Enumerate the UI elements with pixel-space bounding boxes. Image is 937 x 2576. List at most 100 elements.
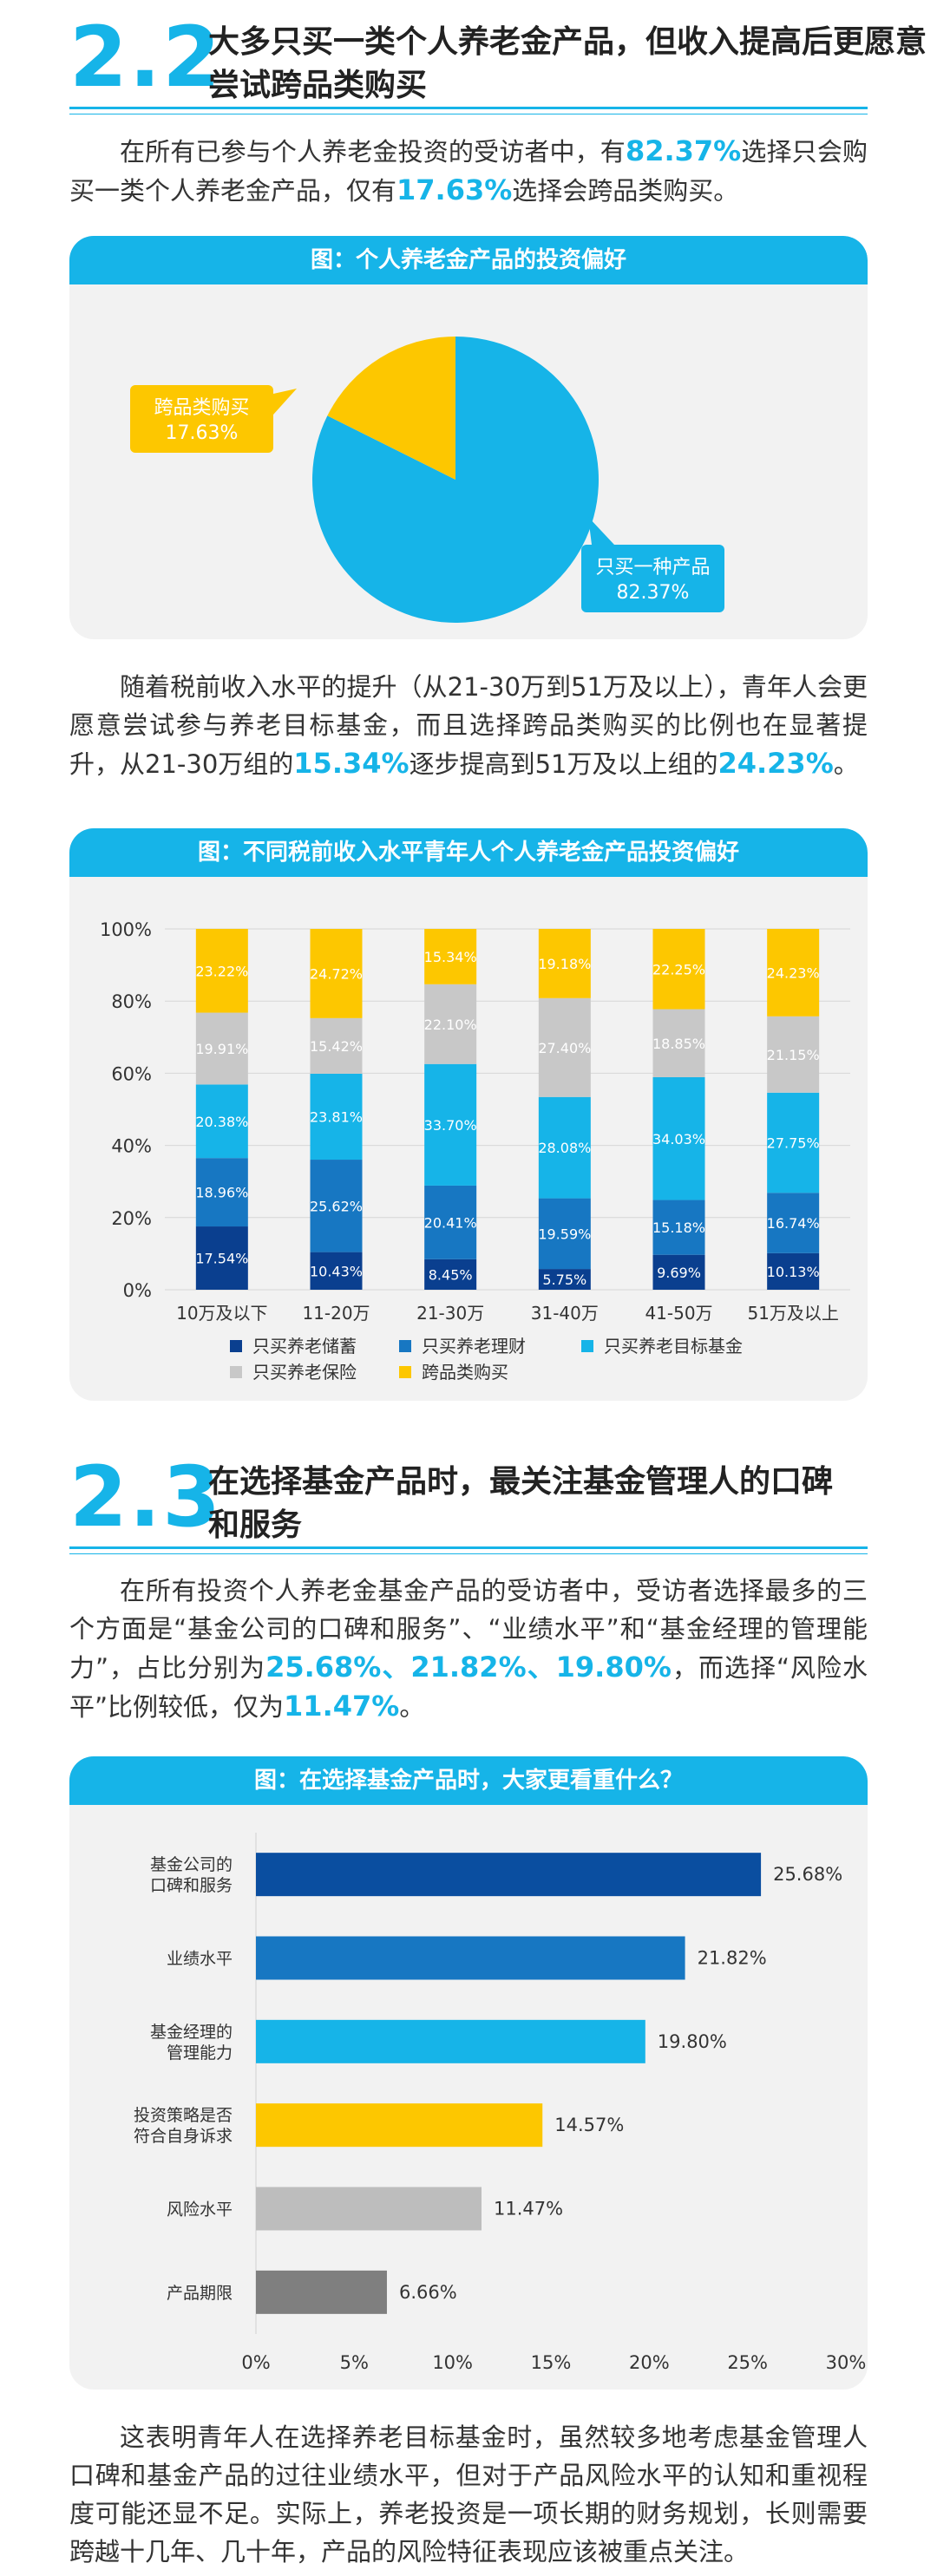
text-run: 随着税前收入水平的提升（从21-30万到51万及以上），青年人会更愿意尝试参与养… [69, 672, 868, 779]
data-label: 23.81% [310, 1109, 363, 1126]
legend-swatch [230, 1366, 242, 1378]
data-label: 20.38% [195, 1114, 248, 1130]
slice-value-label: 82.37% [617, 582, 690, 604]
slice-label: 只买一种产品 [595, 557, 710, 579]
data-label: 5.75% [542, 1272, 586, 1288]
highlight-value: 17.63% [396, 173, 513, 206]
chart-title: 图：个人养老金产品的投资偏好 [69, 236, 868, 284]
category-label: 产品期限 [167, 2284, 233, 2303]
highlight-value: 25.68%、21.82%、19.80% [265, 1651, 672, 1684]
text-run: 这表明青年人在选择养老目标基金时，虽然较多地考虑基金管理人口碑和基金产品的过往业… [69, 2422, 868, 2566]
text-run: 在所有投资个人养老金基金产品的受访者中，受访者选择最多的三个方面是“基金公司的口… [69, 1576, 868, 1683]
chart-title: 图：在选择基金产品时，大家更看重什么？ [69, 1756, 868, 1805]
bar [256, 2019, 645, 2063]
y-tick-label: 40% [111, 1136, 152, 1157]
bar [256, 2270, 387, 2314]
category-label: 符合自身诉求 [134, 2127, 233, 2146]
data-label: 10.43% [310, 1263, 363, 1279]
bar [256, 2187, 482, 2231]
category-label: 风险水平 [167, 2200, 233, 2220]
y-tick-label: 0% [123, 1280, 152, 1301]
section-title: 在选择基金产品时，最关注基金管理人的口碑和服务 [208, 1464, 834, 1543]
data-label: 33.70% [424, 1117, 477, 1134]
bar-segment [195, 1012, 248, 1085]
bar [256, 1936, 685, 1980]
x-tick-label: 15% [531, 2352, 572, 2373]
section-number: 2.2 [69, 9, 223, 106]
data-label: 28.08% [538, 1140, 591, 1156]
bar [256, 2103, 543, 2148]
x-tick-label: 10% [432, 2352, 473, 2373]
text-run: 选择只会购买一类个人养老金产品，仅有 [69, 137, 868, 206]
section-divider [69, 1546, 868, 1549]
data-label: 19.18% [538, 956, 591, 972]
bar-segment [767, 929, 820, 1017]
section-2-3-header: 2.3 在选择基金产品时，最关注基金管理人的口碑和服务 [69, 1448, 885, 1546]
bar-segment [310, 1252, 363, 1290]
highlight-value: 15.34% [293, 747, 410, 780]
income-paragraph: 随着税前收入水平的提升（从21-30万到51万及以上），青年人会更愿意尝试参与养… [69, 668, 868, 783]
y-tick-label: 20% [111, 1208, 152, 1229]
category-label: 投资策略是否 [134, 2106, 233, 2125]
callout-box [581, 545, 724, 612]
data-label: 24.23% [767, 964, 820, 981]
data-label: 23.22% [195, 963, 248, 979]
data-label: 25.62% [310, 1198, 363, 1214]
data-label: 6.66% [399, 2282, 457, 2303]
bar-segment [652, 929, 705, 1010]
text-run: 逐步提高到51万及以上组的 [409, 749, 718, 779]
category-label: 管理能力 [167, 2043, 233, 2063]
stacked-bar-chart: 0% 20% 40% 60% 80% 100% 17.54% 18.96% 20.38% 19.9… [100, 919, 850, 1383]
data-label: 17.54% [195, 1251, 248, 1267]
data-label: 10.13% [767, 1264, 820, 1280]
highlight-value: 82.37% [625, 134, 742, 167]
data-label: 11.47% [494, 2199, 563, 2220]
legend-swatch [581, 1340, 593, 1352]
bar-segment [652, 1009, 705, 1077]
callout-box [130, 385, 273, 453]
horizontal-bar-chart: 25.68% 基金公司的口碑和服务 21.82% 业绩水平 19.80% 基金经理的管理能… [134, 1833, 867, 2373]
data-label: 9.69% [657, 1265, 701, 1281]
data-label: 27.75% [767, 1135, 820, 1152]
text-run: 。 [833, 749, 859, 779]
x-tick-label: 20% [629, 2352, 670, 2373]
pie-chart-panel: 图：个人养老金产品的投资偏好 只买一种产品 82.37% 跨品类购买 17.63% [69, 236, 868, 639]
legend-label: 只买养老理财 [422, 1336, 526, 1357]
x-tick-label: 10万及以下 [176, 1303, 267, 1324]
bar-segment [310, 929, 363, 1018]
legend-swatch [230, 1340, 242, 1352]
data-label: 25.68% [773, 1864, 842, 1885]
data-label: 19.91% [195, 1041, 248, 1057]
x-tick-label: 25% [727, 2352, 768, 2373]
x-tick-label: 30% [826, 2352, 867, 2373]
stacked-bar-chart-panel: 图：不同税前收入水平青年人个人养老金产品投资偏好 0% 20% 40% 60% 80% 1… [69, 828, 868, 1401]
data-label: 18.85% [652, 1036, 705, 1052]
bar-segment [424, 984, 477, 1064]
bar-segment [652, 1076, 705, 1200]
text-run: 。 [399, 1692, 425, 1722]
data-label: 8.45% [429, 1266, 473, 1283]
bar-segment [538, 1096, 591, 1199]
bar-segment [767, 1252, 820, 1290]
bar-segment [424, 1185, 477, 1259]
category-label: 口碑和服务 [150, 1876, 233, 1895]
bar-segment [195, 1084, 248, 1159]
data-label: 15.42% [310, 1038, 363, 1055]
legend-swatch [399, 1366, 411, 1378]
x-tick-label: 41-50万 [645, 1303, 712, 1324]
section-divider [69, 107, 868, 109]
x-tick-label: 21-30万 [416, 1303, 484, 1324]
fund-intro-paragraph: 在所有投资个人养老金基金产品的受访者中，受访者选择最多的三个方面是“基金公司的口… [69, 1572, 868, 1726]
data-label: 21.82% [698, 1948, 767, 1969]
y-tick-label: 100% [100, 919, 152, 940]
text-run: ，而选择“风险水平”比例较低，仅为 [69, 1653, 868, 1722]
section-divider-thin [69, 1553, 868, 1554]
callout-pointer [588, 517, 614, 545]
horizontal-bar-chart-panel: 图：在选择基金产品时，大家更看重什么？ 25.68% 基金公司的 口碑和服务 21.8… [69, 1756, 868, 2390]
conclusion-paragraph: 这表明青年人在选择养老目标基金时，虽然较多地考虑基金管理人口碑和基金产品的过往业… [69, 2418, 868, 2571]
data-label: 22.10% [424, 1017, 477, 1033]
data-label: 15.34% [424, 949, 477, 965]
chart-title: 图：不同税前收入水平青年人个人养老金产品投资偏好 [69, 828, 868, 877]
data-label: 19.59% [538, 1226, 591, 1242]
bar-segment [767, 1092, 820, 1193]
